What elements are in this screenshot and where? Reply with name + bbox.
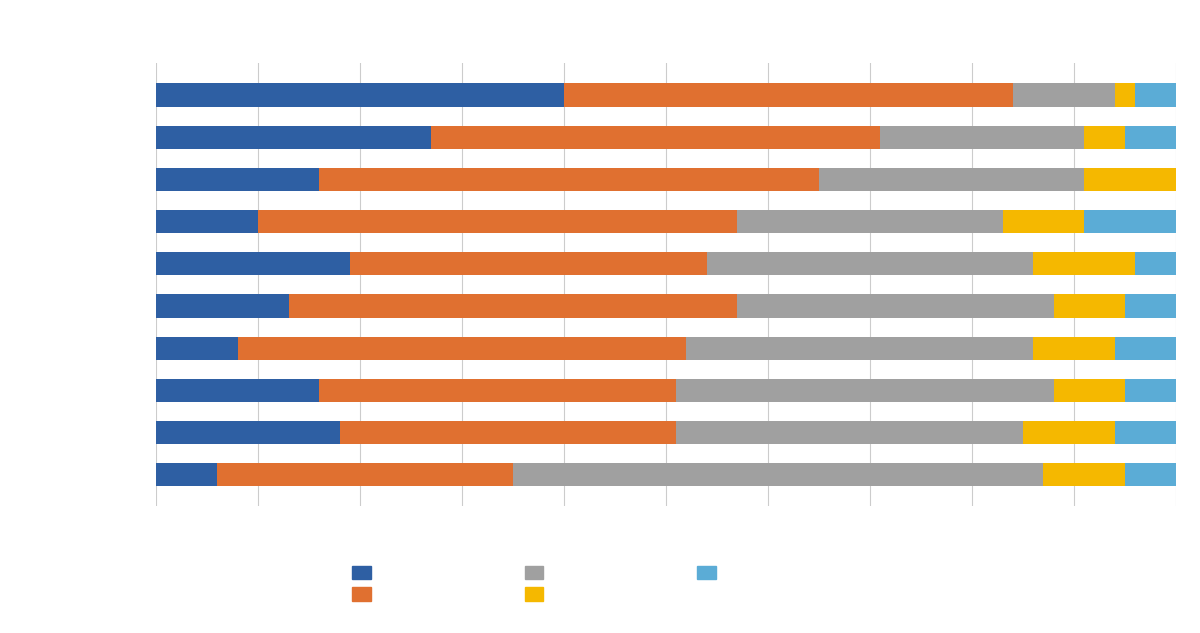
Bar [156,84,564,106]
Bar [1126,125,1176,149]
Bar [156,294,289,318]
Bar [1135,84,1176,106]
Bar [677,379,1054,402]
Bar [1033,337,1115,360]
Legend: 5%超の増加, 0～5%の増加, 増減なし, 5%以下の減少, 5%超の減少: 5%超の増加, 0～5%の増加, 増減なし, 5%以下の減少, 5%超の減少 [347,560,822,607]
Bar [156,210,258,233]
Bar [707,252,1033,275]
Bar [156,168,319,191]
Bar [881,125,1085,149]
Bar [1115,84,1135,106]
Bar [156,337,238,360]
Bar [1054,294,1126,318]
Bar [820,168,1085,191]
Bar [1003,210,1085,233]
Bar [350,252,707,275]
Bar [1044,463,1126,486]
Bar [1033,252,1135,275]
Bar [156,463,217,486]
Bar [1085,125,1126,149]
Bar [319,379,677,402]
Bar [319,168,820,191]
Bar [677,421,1022,444]
Bar [1054,379,1126,402]
Bar [1115,421,1176,444]
Bar [156,125,432,149]
Bar [738,210,1003,233]
Bar [1024,421,1115,444]
Bar [238,337,686,360]
Bar [217,463,514,486]
Bar [1135,252,1176,275]
Bar [340,421,677,444]
Bar [1013,84,1115,106]
Bar [564,84,1013,106]
Bar [1126,463,1176,486]
Bar [432,125,881,149]
Bar [289,294,738,318]
Bar [738,294,1054,318]
Bar [1126,379,1176,402]
Bar [1126,294,1176,318]
Bar [156,421,340,444]
Bar [686,337,1033,360]
Bar [156,252,350,275]
Bar [156,379,319,402]
Bar [1085,168,1176,191]
Bar [514,463,1044,486]
Bar [1115,337,1176,360]
Bar [258,210,738,233]
Bar [1085,210,1176,233]
